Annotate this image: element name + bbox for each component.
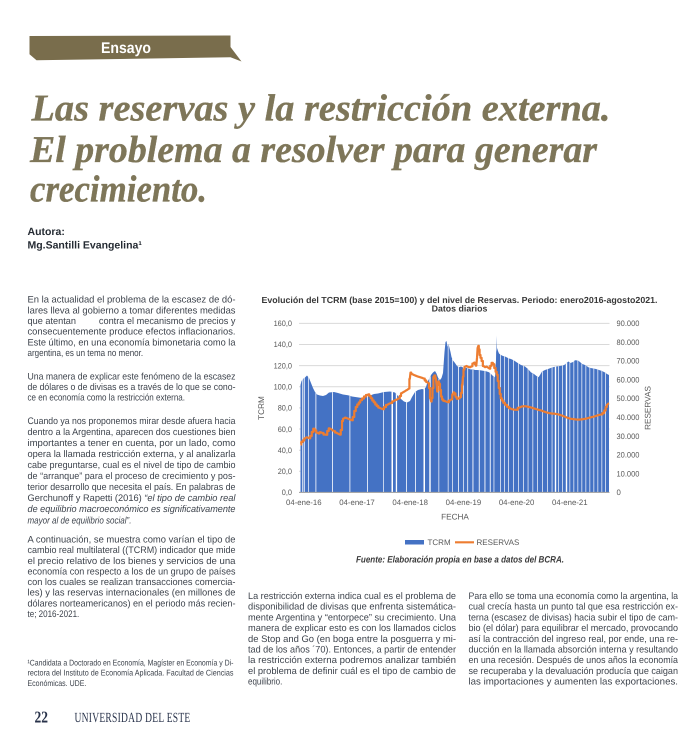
svg-text:04-ene-18: 04-ene-18 <box>392 498 428 507</box>
svg-text:ducción en la llamada absorció: ducción en la llamada absorción interna … <box>469 645 679 656</box>
svg-text:80,0: 80,0 <box>278 404 293 413</box>
svg-text:opera la llamada restricción e: opera la llamada restricción externa, y … <box>28 449 237 460</box>
svg-text:30.000: 30.000 <box>617 432 641 441</box>
svg-text:les) y las reservas internacio: les) y las reservas internacionales (en … <box>28 588 236 599</box>
svg-text:importantes a tener en cuenta,: importantes a tener en cuenta, por un la… <box>28 438 236 449</box>
svg-text:40.000: 40.000 <box>617 413 641 422</box>
svg-text:04-ene-17: 04-ene-17 <box>339 498 375 507</box>
svg-text:04-ene-16: 04-ene-16 <box>286 498 322 507</box>
svg-text:lares lleva al gobierno a toma: lares lleva al gobierno a tomar diferent… <box>28 305 236 316</box>
svg-text:así la contracción del ingreso: así la contracción del ingreso real, por… <box>469 634 679 645</box>
svg-text:TCRM: TCRM <box>257 396 266 420</box>
svg-text:50.000: 50.000 <box>617 394 641 403</box>
svg-text:90.000: 90.000 <box>617 319 641 328</box>
svg-text:La restricción externa indica: La restricción externa indica cual es el… <box>248 591 456 602</box>
svg-text:Económicas. UDE.: Económicas. UDE. <box>28 678 87 688</box>
svg-text:dólares norteamericanos) en el: dólares norteamericanos) en el periodo m… <box>28 598 236 609</box>
svg-text:cambio real multilateral ((TCR: cambio real multilateral ((TCRM) indicad… <box>28 545 236 556</box>
svg-text:cabe preguntarse, cual es el n: cabe preguntarse, cual es el nivel de ti… <box>28 460 236 471</box>
svg-text:Datos diarios: Datos diarios <box>432 303 488 313</box>
svg-text:El problema a resolver para ge: El problema a resolver para generar <box>29 129 598 171</box>
svg-text:22: 22 <box>35 708 49 727</box>
svg-text:argentina, es un tema no menor: argentina, es un tema no menor. <box>28 348 144 359</box>
svg-text:¹Candidata a Doctorado en Econ: ¹Candidata a Doctorado en Economía, Magí… <box>28 658 234 668</box>
svg-text:Las reservas y la restricción: Las reservas y la restricción externa. <box>30 88 610 130</box>
svg-text:En la actualidad el problema d: En la actualidad el problema de la escas… <box>28 295 236 306</box>
svg-text:con los cuales se realizan tra: con los cuales se realizan transacciones… <box>28 577 236 588</box>
svg-text:Este último, en una economía b: Este último, en una economía bimonetaria… <box>28 337 237 348</box>
svg-text:el problema de definir cuál es: el problema de definir cuál es el tipo d… <box>248 666 456 677</box>
svg-text:120,0: 120,0 <box>274 361 293 370</box>
svg-text:10.000: 10.000 <box>617 469 641 478</box>
svg-text:mayor al de equilibrio social”: mayor al de equilibrio social”. <box>28 515 132 526</box>
svg-text:bio (el dólar) para equilibrar: bio (el dólar) para equilibrar el mercad… <box>469 623 679 634</box>
svg-text:Para ello se toma una economía: Para ello se toma una economía como la a… <box>469 591 679 602</box>
svg-text:RESERVAS: RESERVAS <box>477 538 520 547</box>
svg-text:140,0: 140,0 <box>274 340 293 349</box>
svg-text:rectora del Instituto de Econo: rectora del Instituto de Economía Aplica… <box>28 668 234 678</box>
svg-text:100,0: 100,0 <box>274 382 293 391</box>
svg-text:se recuperaba y la devaluación: se recuperaba y la devaluación producía … <box>469 666 679 677</box>
svg-text:de Stop and Go (en boga entre: de Stop and Go (en boga entre la posguer… <box>248 634 456 645</box>
svg-text:terna (escasez de divisas) hac: terna (escasez de divisas) hacia subir e… <box>469 612 679 623</box>
svg-text:Fuente: Elaboración propia en: Fuente: Elaboración propia en base a dat… <box>356 555 564 565</box>
svg-text:mente Argentina y “entorpece”: mente Argentina y “entorpece” su crecimi… <box>248 612 457 623</box>
svg-text:Evolución del TCRM (base 2015=: Evolución del TCRM (base 2015=100) y del… <box>262 295 658 305</box>
svg-text:dentro a la Argentina, aparece: dentro a la Argentina, aparecen dos cues… <box>28 427 236 438</box>
svg-text:RESERVAS: RESERVAS <box>644 386 653 430</box>
svg-text:A continuación, se muestra com: A continuación, se muestra como varían e… <box>28 535 236 546</box>
svg-text:04-ene-19: 04-ene-19 <box>446 498 482 507</box>
svg-text:UNIVERSIDAD DEL ESTE: UNIVERSIDAD DEL ESTE <box>75 711 191 726</box>
svg-text:60.000: 60.000 <box>617 375 641 384</box>
svg-text:80.000: 80.000 <box>617 338 641 347</box>
svg-text:ce en economía como la restric: ce en economía como la restricción exter… <box>28 393 186 404</box>
svg-text:crecimiento.: crecimiento. <box>30 169 207 211</box>
svg-text:FECHA: FECHA <box>441 513 469 522</box>
svg-text:cual crecía hasta un punto tal: cual crecía hasta un punto tal que esa r… <box>469 602 679 613</box>
svg-text:70.000: 70.000 <box>617 357 641 366</box>
svg-text:160,0: 160,0 <box>274 319 293 328</box>
svg-text:0,0: 0,0 <box>282 488 293 497</box>
svg-text:20,0: 20,0 <box>278 467 293 476</box>
svg-text:de “arranque” para el proceso: de “arranque” para el proceso de crecimi… <box>28 471 236 482</box>
svg-text:manera de explicar esto es con: manera de explicar esto es con los llama… <box>248 623 456 634</box>
svg-text:de equilibrio macroeconómico e: de equilibrio macroeconómico es signific… <box>28 504 236 515</box>
svg-text:0: 0 <box>617 488 622 497</box>
svg-text:las importaciones y aumenten l: las importaciones y aumenten las exporta… <box>469 677 679 688</box>
svg-text:la restricción externa podremo: la restricción externa podremos analizar… <box>248 655 456 666</box>
svg-text:consecuentemente produce efect: consecuentemente produce efectos inflaci… <box>28 327 236 338</box>
svg-text:04-ene-21: 04-ene-21 <box>552 498 588 507</box>
svg-text:Una manera de explicar este fe: Una manera de explicar este fenómeno de … <box>28 372 236 383</box>
svg-text:de dólares o de divisas es a t: de dólares o de divisas es a través de l… <box>28 382 236 393</box>
svg-text:Ensayo: Ensayo <box>101 40 151 57</box>
svg-text:Autora:: Autora: <box>28 226 65 238</box>
svg-text:equilibrio.: equilibrio. <box>248 677 282 688</box>
svg-text:60,0: 60,0 <box>278 425 293 434</box>
svg-text:terior desarrollo que necesita: terior desarrollo que necesita el país. … <box>28 482 236 493</box>
svg-text:TCRM: TCRM <box>428 538 451 547</box>
svg-text:el precio relativo de los bien: el precio relativo de los bienes y servi… <box>28 556 237 567</box>
svg-text:04-ene-20: 04-ene-20 <box>499 498 535 507</box>
svg-text:disponibilidad de divisas que: disponibilidad de divisas que enfrenta s… <box>248 602 456 613</box>
svg-text:40,0: 40,0 <box>278 446 293 455</box>
svg-text:Gerchunoff y Rapetti (2016) “e: Gerchunoff y Rapetti (2016) “el tipo de … <box>28 493 237 504</box>
svg-text:tad de los años ´70). Entonces: tad de los años ´70). Entonces, a partir… <box>248 645 456 656</box>
svg-text:Cuando ya nos proponemos mirar: Cuando ya nos proponemos mirar desde afu… <box>28 416 237 427</box>
svg-text:te; 2016-2021.: te; 2016-2021. <box>28 609 80 620</box>
svg-text:que atentan contra el: que atentan contra el mecanismo de preci… <box>28 316 236 327</box>
svg-text:economía con respecto a los de: economía con respecto a los de un grupo … <box>28 566 236 577</box>
svg-text:en una recesión. Después de un: en una recesión. Después de unos años la… <box>469 655 679 666</box>
svg-text:20.000: 20.000 <box>617 451 641 460</box>
svg-text:Mg.Santilli Evangelina¹: Mg.Santilli Evangelina¹ <box>28 239 143 251</box>
